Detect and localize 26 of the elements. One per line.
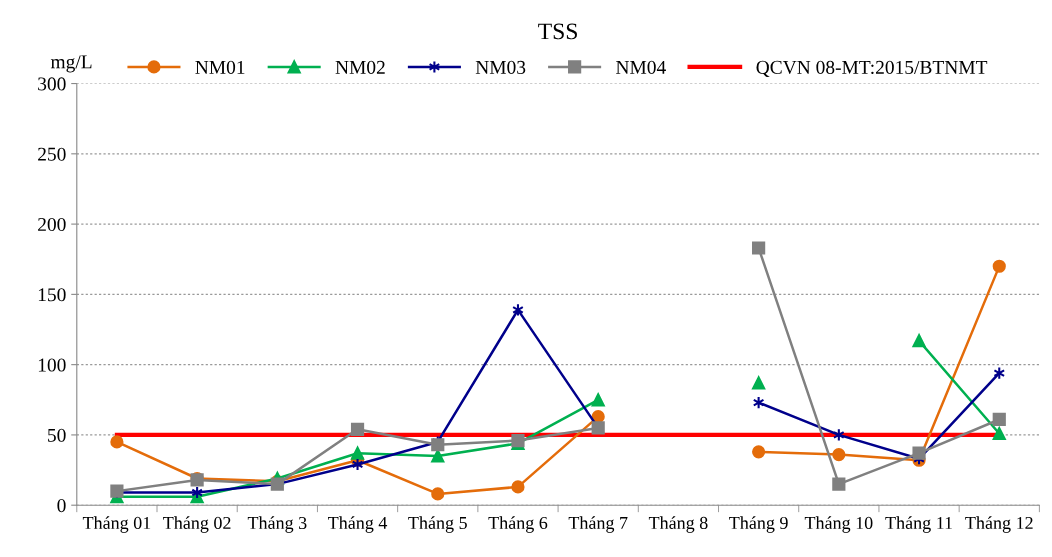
x-tick-label: Tháng 02	[163, 516, 231, 533]
y-tick-label: 50	[48, 428, 66, 442]
legend-label: NM01	[195, 60, 245, 74]
x-tick-label: Tháng 3	[247, 516, 307, 533]
y-axis-title: mg/L	[50, 55, 92, 73]
y-tick-label: 200	[38, 217, 66, 232]
legend-label: NM03	[475, 60, 526, 74]
y-tick-label: 0	[57, 499, 66, 513]
y-tick-label: 250	[38, 147, 66, 161]
x-tick-label: Tháng 4	[328, 516, 388, 533]
x-tick-label: Tháng 7	[568, 516, 628, 533]
y-tick-label: 100	[38, 358, 66, 372]
x-tick-label: Tháng 12	[965, 516, 1033, 533]
y-tick-label: 150	[38, 288, 66, 302]
x-tick-label: Tháng 10	[804, 516, 873, 533]
legend-label: QCVN 08-MT:2015/BTNMT	[756, 60, 988, 77]
y-tick-label: 300	[38, 77, 66, 91]
x-tick-label: Tháng 01	[82, 516, 151, 533]
legend-label: NM04	[616, 60, 666, 74]
legend-label: NM02	[335, 60, 385, 74]
chart-title: TSS	[538, 23, 577, 40]
x-tick-label: Tháng 9	[729, 516, 788, 533]
x-tick-label: Tháng 11	[885, 516, 952, 533]
x-tick-label: Tháng 6	[488, 516, 548, 533]
x-tick-label: Tháng 5	[408, 516, 467, 533]
x-tick-label: Tháng 8	[648, 516, 708, 533]
